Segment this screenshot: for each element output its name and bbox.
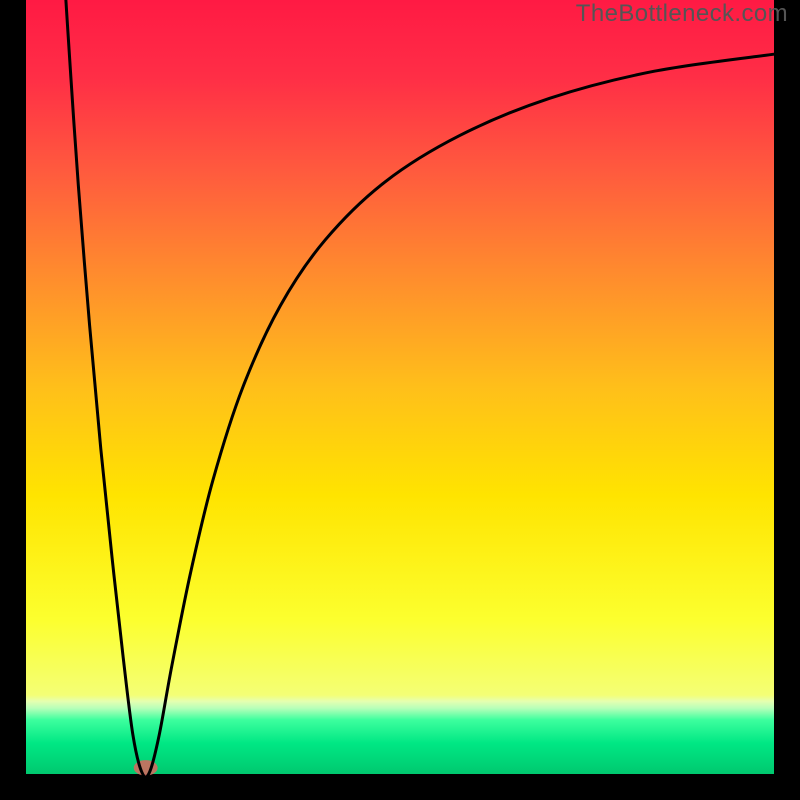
frame-right xyxy=(774,0,800,800)
frame-bottom xyxy=(0,774,800,800)
plot-background xyxy=(26,0,774,774)
watermark-text: TheBottleneck.com xyxy=(576,0,788,28)
chart-svg xyxy=(0,0,800,800)
frame-left xyxy=(0,0,26,800)
chart-container: TheBottleneck.com xyxy=(0,0,800,800)
